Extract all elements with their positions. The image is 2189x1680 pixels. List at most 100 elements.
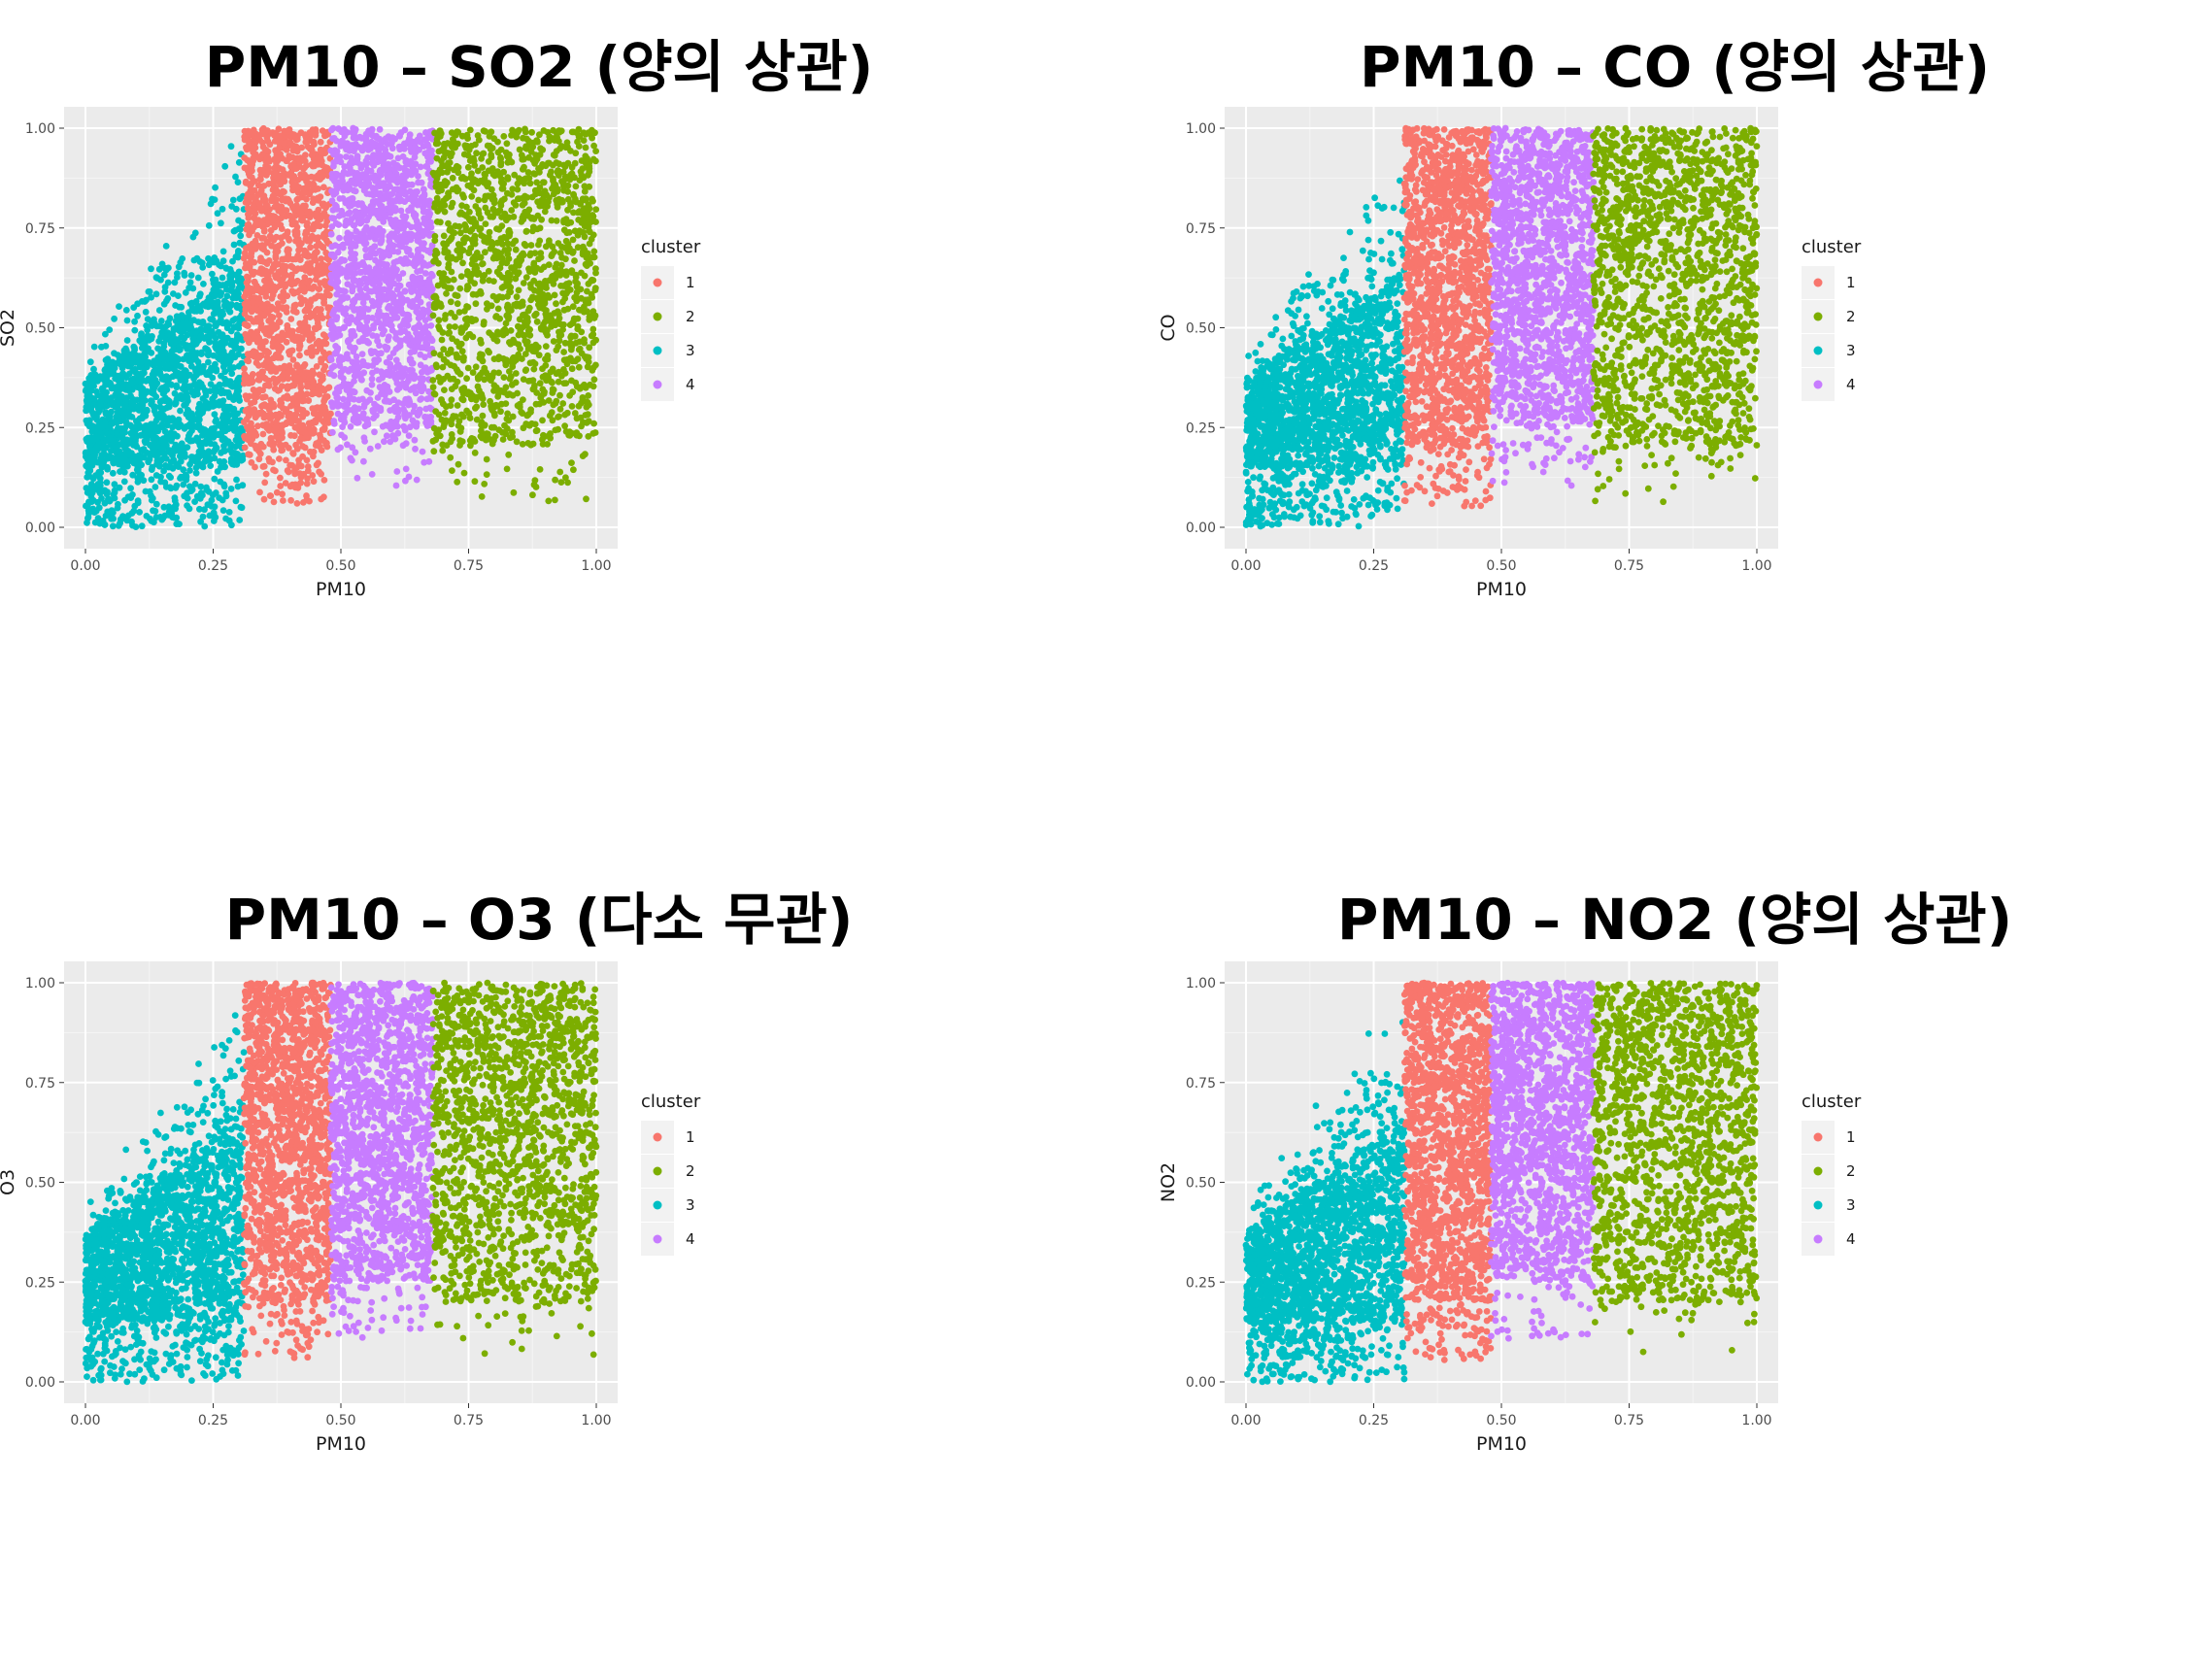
- scatter-point: [143, 296, 150, 304]
- scatter-point: [216, 494, 223, 501]
- scatter-point: [104, 454, 111, 462]
- scatter-point: [219, 205, 226, 213]
- scatter-point: [152, 500, 160, 508]
- scatter-point: [304, 219, 311, 227]
- scatter-point: [339, 241, 347, 249]
- scatter-point: [366, 190, 374, 198]
- scatter-point: [205, 358, 212, 366]
- scatter-point: [143, 423, 151, 431]
- scatter-point: [111, 315, 118, 322]
- scatter-point: [327, 147, 335, 154]
- scatter-point: [324, 385, 332, 391]
- scatter-point: [181, 401, 188, 409]
- scatter-point: [219, 507, 227, 514]
- scatter-point: [379, 252, 387, 259]
- scatter-point: [189, 342, 197, 350]
- scatter-point: [289, 186, 296, 194]
- scatter-point: [202, 302, 210, 310]
- scatter-point: [258, 205, 265, 213]
- scatter-point: [180, 355, 187, 363]
- scatter-point: [109, 469, 117, 477]
- scatter-point: [280, 264, 287, 271]
- scatter-point: [250, 392, 257, 400]
- scatter-point: [425, 279, 433, 286]
- scatter-point: [102, 330, 109, 338]
- scatter-point: [349, 456, 355, 464]
- scatter-point: [83, 485, 90, 491]
- scatter-point: [167, 362, 175, 370]
- scatter-point: [86, 358, 94, 366]
- scatter-point: [410, 337, 418, 345]
- scatter-point: [99, 461, 107, 469]
- scatter-point: [319, 127, 326, 134]
- scatter-point: [339, 140, 347, 148]
- scatter-point: [311, 324, 319, 332]
- scatter-point: [252, 279, 258, 286]
- scatter-point: [316, 405, 323, 412]
- scatter-point: [245, 215, 253, 221]
- scatter-point: [406, 398, 414, 406]
- scatter-point: [252, 246, 259, 252]
- scatter-point: [202, 454, 209, 460]
- scatter-point: [410, 408, 418, 416]
- scatter-point: [293, 196, 301, 204]
- scatter-point: [153, 416, 161, 423]
- scatter-point: [293, 237, 301, 245]
- scatter-point: [388, 134, 396, 142]
- scatter-point: [221, 420, 229, 428]
- scatter-point: [301, 322, 308, 330]
- scatter-point: [410, 212, 418, 218]
- scatter-point: [84, 392, 91, 400]
- scatter-point: [136, 509, 144, 516]
- scatter-point: [249, 371, 256, 378]
- scatter-point: [246, 261, 253, 269]
- scatter-point: [260, 183, 268, 189]
- scatter-point: [248, 194, 254, 201]
- scatter-point: [243, 406, 251, 414]
- scatter-point: [333, 137, 340, 145]
- scatter-point: [345, 181, 353, 187]
- scatter-point: [369, 158, 377, 166]
- scatter-point: [221, 448, 228, 454]
- scatter-point: [286, 445, 292, 452]
- scatter-point: [120, 478, 128, 486]
- scatter-point: [182, 471, 189, 479]
- scatter-point: [273, 488, 281, 496]
- scatter-point: [363, 386, 371, 394]
- scatter-point: [306, 337, 314, 344]
- scatter-point: [350, 415, 357, 422]
- scatter-point: [333, 314, 341, 320]
- scatter-point: [310, 478, 318, 486]
- scatter-point: [310, 410, 318, 418]
- scatter-point: [135, 403, 143, 410]
- scatter-point: [88, 428, 96, 435]
- x-tick-label: 0.00: [70, 558, 100, 574]
- scatter-point: [83, 449, 89, 456]
- y-tick-label: 0.25: [25, 420, 55, 436]
- scatter-point: [293, 154, 301, 162]
- scatter-point: [328, 223, 336, 230]
- scatter-point: [260, 246, 268, 253]
- scatter-point: [327, 279, 335, 286]
- scatter-point: [302, 228, 310, 235]
- scatter-point: [290, 131, 298, 138]
- scatter-point: [376, 125, 384, 133]
- scatter-point: [253, 286, 261, 294]
- scatter-point: [353, 319, 360, 325]
- scatter-point: [87, 460, 94, 467]
- scatter-point: [395, 344, 402, 351]
- scatter-point: [271, 164, 279, 172]
- scatter-point: [144, 436, 151, 444]
- scatter-point: [391, 374, 398, 381]
- scatter-point: [227, 486, 235, 492]
- scatter-point: [244, 322, 252, 329]
- scatter-point: [131, 318, 139, 325]
- scatter-point: [119, 442, 127, 450]
- scatter-point: [254, 182, 262, 189]
- scatter-point: [264, 364, 271, 371]
- scatter-point: [212, 360, 219, 368]
- scatter-point: [287, 416, 295, 423]
- scatter-point: [201, 506, 208, 514]
- scatter-point: [211, 411, 219, 419]
- scatter-point: [241, 164, 249, 172]
